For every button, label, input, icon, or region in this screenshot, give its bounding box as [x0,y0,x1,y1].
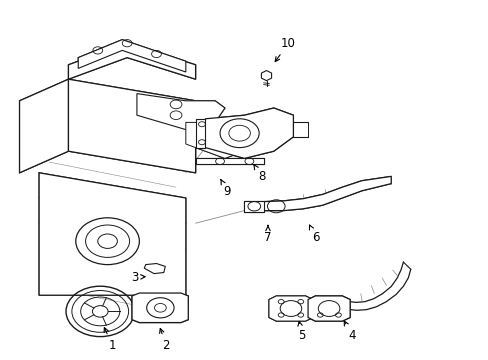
Polygon shape [185,122,244,158]
Polygon shape [68,43,195,79]
Text: 4: 4 [344,321,355,342]
Polygon shape [78,40,185,72]
Text: 10: 10 [275,37,295,62]
Polygon shape [205,108,293,158]
Text: 7: 7 [264,225,271,244]
Text: 6: 6 [309,225,319,244]
Polygon shape [68,79,195,173]
Polygon shape [244,201,264,212]
Text: 1: 1 [104,328,116,352]
Text: 2: 2 [159,329,170,352]
Text: 3: 3 [130,271,145,284]
Text: 5: 5 [297,321,305,342]
Text: 9: 9 [221,180,231,198]
Polygon shape [307,296,349,321]
Polygon shape [144,264,165,274]
Polygon shape [268,296,312,321]
Polygon shape [20,79,68,173]
Polygon shape [261,71,271,81]
Polygon shape [195,119,205,148]
Polygon shape [137,94,224,130]
Polygon shape [132,293,188,323]
Polygon shape [195,158,264,164]
Polygon shape [39,173,185,295]
Text: 8: 8 [253,165,265,183]
Polygon shape [264,176,390,211]
